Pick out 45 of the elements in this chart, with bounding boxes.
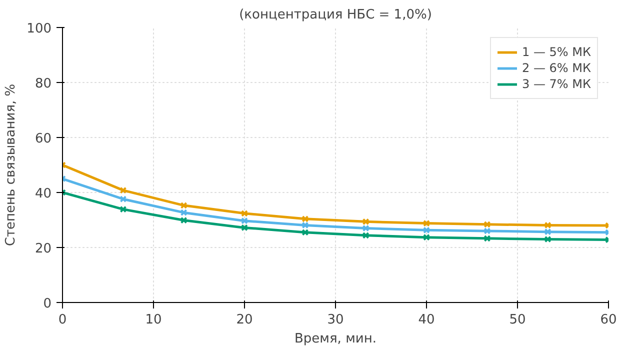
y-tick-label: 20 [34,242,52,256]
x-tick-label: 30 [327,312,344,328]
point [484,220,491,228]
x-tick-label: 20 [236,312,253,328]
point [180,209,188,216]
point [120,206,127,213]
y-tick-label: 0 [43,296,52,312]
point [241,217,248,224]
x-tick-label: 50 [509,312,526,328]
point [302,222,309,229]
y-axis-title: Степень связывания, % [4,84,19,246]
y-tick-label: 100 [26,22,52,36]
x-tick-label: 60 [600,312,617,328]
point [484,234,491,242]
line-series [62,189,608,244]
point [241,224,248,232]
x-tick-label: 0 [58,312,67,328]
point [544,236,552,243]
point [302,215,309,222]
point [180,202,188,209]
y-tick-label: 60 [34,132,52,146]
point [302,228,309,236]
chart-title: (концентрация НБС = 1,0%) [239,8,432,22]
point [362,232,370,239]
line-series [62,162,608,229]
x-tick-label: 40 [418,312,435,328]
point [484,228,491,234]
y-tick-label: 40 [34,186,52,202]
legend-label: 1 — 5% МК [522,44,591,60]
point [120,186,127,194]
y-tick-label: 80 [34,76,52,92]
x-axis-title: Время, мин. [294,332,376,346]
point [423,220,430,227]
point [120,196,127,203]
point [544,228,552,236]
legend-label: 2 — 6% МК [522,60,591,76]
point [544,222,552,229]
x-tick-label: 10 [145,312,162,328]
point [423,226,430,234]
point [362,224,370,232]
point [423,234,430,241]
point [180,216,188,224]
point [362,218,370,226]
point [241,210,248,217]
legend-label: 3 — 7% МК [522,76,591,92]
